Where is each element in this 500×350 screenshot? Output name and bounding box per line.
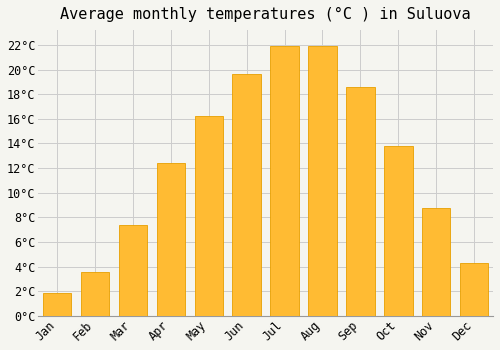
Bar	[422, 208, 450, 316]
Bar	[384, 146, 412, 316]
Bar	[270, 46, 299, 316]
Bar	[81, 272, 110, 316]
Bar	[232, 75, 261, 316]
Bar	[194, 116, 223, 316]
Bar	[156, 163, 185, 316]
Bar	[43, 293, 72, 316]
Bar	[308, 46, 336, 316]
Bar	[119, 225, 147, 316]
Title: Average monthly temperatures (°C ) in Suluova: Average monthly temperatures (°C ) in Su…	[60, 7, 471, 22]
Bar	[460, 263, 488, 316]
Bar	[346, 87, 374, 316]
